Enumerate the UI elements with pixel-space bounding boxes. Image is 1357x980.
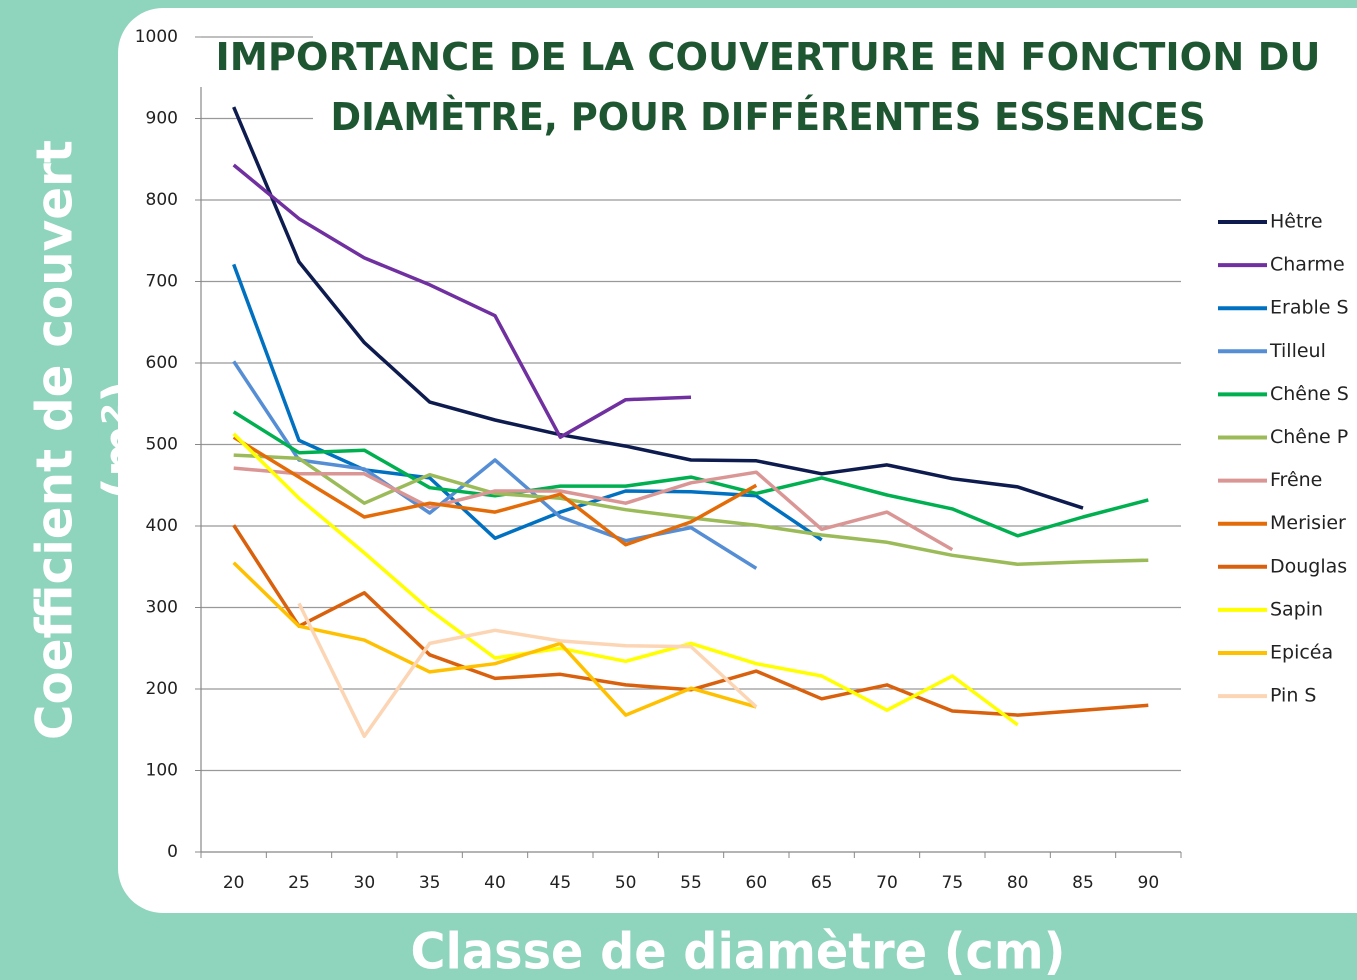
y-tick-label: 700 bbox=[146, 272, 178, 292]
x-tick-label: 30 bbox=[354, 873, 376, 893]
series-line bbox=[232, 435, 758, 547]
series-line bbox=[232, 410, 1149, 538]
series-line bbox=[233, 466, 954, 552]
y-tick-label: 500 bbox=[146, 435, 178, 455]
x-tick-label: 85 bbox=[1072, 873, 1094, 893]
legend-label: Merisier bbox=[1270, 512, 1346, 534]
legend-label: Pin S bbox=[1270, 685, 1316, 707]
legend-label: Tilleul bbox=[1269, 340, 1326, 362]
y-tick-label: 200 bbox=[146, 679, 178, 699]
x-tick-label: 40 bbox=[484, 873, 506, 893]
chart-title: DIAMÈTRE, POUR DIFFÉRENTES ESSENCES bbox=[331, 95, 1206, 139]
legend-label: Chêne S bbox=[1270, 383, 1349, 405]
legend-label: Epicéa bbox=[1270, 642, 1333, 664]
y-tick-label: 100 bbox=[146, 761, 178, 781]
series-line bbox=[232, 360, 758, 570]
series-line bbox=[297, 602, 758, 739]
y-tick-label: 1000 bbox=[135, 27, 178, 47]
series-line bbox=[232, 263, 823, 542]
y-tick-label: 800 bbox=[146, 190, 178, 210]
x-tick-label: 75 bbox=[942, 873, 964, 893]
y-tick-label: 900 bbox=[146, 109, 178, 129]
x-tick-label: 65 bbox=[811, 873, 833, 893]
y-tick-label: 400 bbox=[146, 516, 178, 536]
x-axis-label: Classe de diamètre (cm) bbox=[411, 923, 1066, 980]
legend-label: Sapin bbox=[1270, 598, 1323, 620]
title-box bbox=[313, 28, 1343, 146]
legend-label: Frêne bbox=[1270, 469, 1322, 491]
legend-label: Hêtre bbox=[1270, 211, 1323, 233]
x-tick-label: 55 bbox=[680, 873, 702, 893]
x-tick-label: 80 bbox=[1007, 873, 1029, 893]
chart-title: IMPORTANCE DE LA COUVERTURE EN FONCTION … bbox=[216, 35, 1321, 79]
x-tick-label: 25 bbox=[288, 873, 310, 893]
series-line bbox=[232, 106, 1084, 510]
x-tick-label: 45 bbox=[550, 873, 572, 893]
x-tick-label: 70 bbox=[876, 873, 898, 893]
legend-label: Douglas bbox=[1270, 555, 1347, 577]
series-line bbox=[233, 453, 1149, 567]
series-line bbox=[232, 561, 757, 717]
legend-label: Chêne P bbox=[1270, 426, 1348, 448]
x-tick-label: 20 bbox=[223, 873, 245, 893]
series-line bbox=[232, 163, 692, 439]
y-tick-label: 600 bbox=[146, 353, 178, 373]
x-tick-label: 35 bbox=[419, 873, 441, 893]
y-tick-label: 0 bbox=[167, 842, 178, 862]
x-tick-label: 50 bbox=[615, 873, 637, 893]
legend-label: Erable S bbox=[1270, 297, 1349, 319]
y-tick-label: 300 bbox=[146, 598, 178, 618]
legend-label: Charme bbox=[1270, 254, 1345, 276]
y-axis-label: Coefficient de couvert bbox=[26, 140, 84, 740]
x-tick-label: 90 bbox=[1138, 873, 1160, 893]
x-tick-label: 60 bbox=[746, 873, 768, 893]
series-line bbox=[232, 432, 1019, 727]
